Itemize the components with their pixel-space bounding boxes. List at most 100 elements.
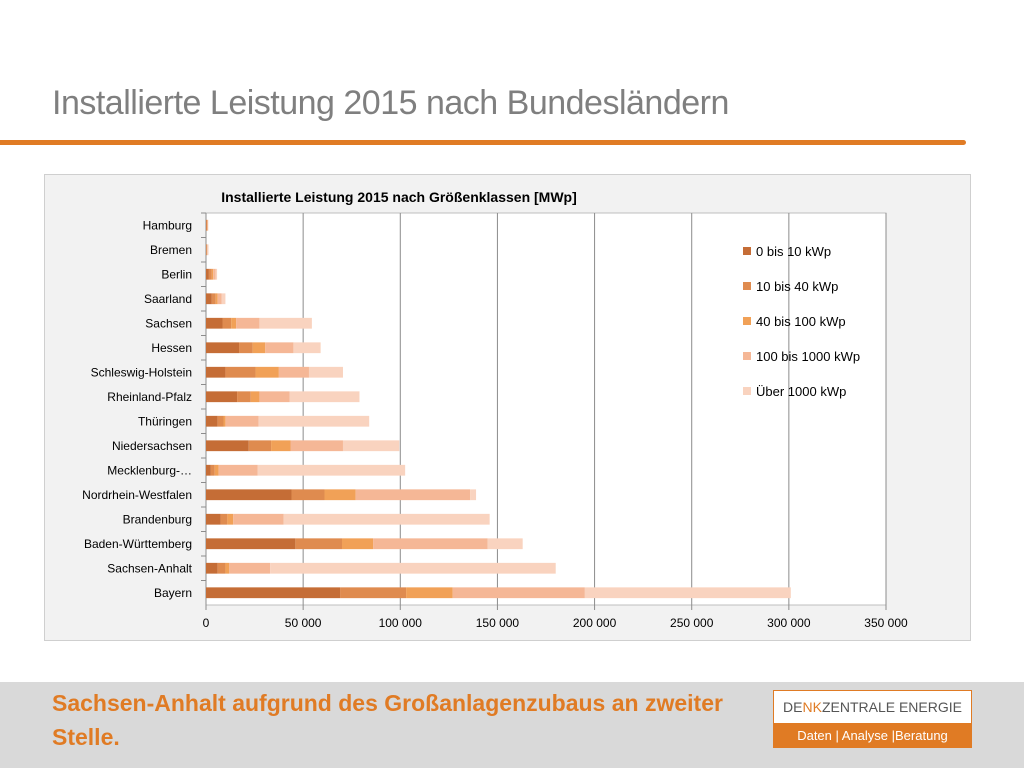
bar-segment (342, 538, 374, 550)
y-tick-label: Hessen (151, 341, 192, 355)
bar-segment (217, 562, 226, 574)
bar-segment (211, 293, 216, 305)
x-tick-label: 0 (203, 616, 210, 630)
legend-swatch (743, 282, 751, 290)
bar-segment (355, 489, 471, 501)
bar-segment (255, 366, 279, 378)
bar-segment (236, 317, 260, 329)
bar-segment (206, 489, 292, 501)
bar-segment (487, 538, 523, 550)
legend-label: 40 bis 100 kWp (756, 314, 846, 329)
bar-segment (291, 489, 325, 501)
bar-segment (324, 489, 356, 501)
brand-name: DENKZENTRALE ENERGIE (774, 691, 971, 723)
bar-segment (283, 513, 490, 525)
y-tick-label: Saarland (144, 292, 192, 306)
bar-segment (229, 562, 271, 574)
bar-segment (470, 489, 477, 501)
legend-label: 100 bis 1000 kWp (756, 349, 860, 364)
y-tick-label: Thüringen (138, 414, 192, 428)
bar-segment (206, 366, 226, 378)
bar-segment (233, 513, 284, 525)
bar-segment (206, 293, 212, 305)
y-tick-label: Baden-Württemberg (84, 537, 192, 551)
x-tick-label: 300 000 (767, 616, 811, 630)
bar-segment (293, 342, 321, 354)
x-tick-label: 200 000 (573, 616, 617, 630)
bar-segment (211, 268, 214, 280)
bar-segment (259, 391, 290, 403)
chart-container: Installierte Leistung 2015 nach Größenkl… (44, 174, 971, 641)
bar-segment (265, 342, 294, 354)
bar-segment (207, 244, 208, 256)
bar-segment (217, 293, 222, 305)
y-tick-label: Nordrhein-Westfalen (82, 488, 192, 502)
bar-segment (259, 317, 312, 329)
bar-segment (206, 513, 221, 525)
bar-segment (222, 317, 232, 329)
y-tick-label: Niedersachsen (112, 439, 192, 453)
y-tick-label: Bayern (154, 586, 192, 600)
brand-name-highlight: NK (802, 699, 822, 715)
bar-segment (289, 391, 360, 403)
bar-segment (221, 293, 226, 305)
bar-segment (206, 219, 208, 231)
bar-segment (250, 391, 260, 403)
legend-label: 10 bis 40 kWp (756, 279, 838, 294)
bar-segment (220, 513, 228, 525)
bar-segment (248, 440, 272, 452)
bar-segment (210, 464, 215, 476)
y-tick-label: Sachsen (145, 316, 192, 330)
bar-segment (258, 415, 370, 427)
bar-segment (340, 587, 407, 599)
bar-segment (406, 587, 453, 599)
bar-segment (206, 415, 218, 427)
title-underline (0, 140, 966, 145)
y-tick-label: Rheinland-Pfalz (107, 390, 192, 404)
y-tick-label: Brandenburg (123, 512, 192, 526)
bar-segment (225, 366, 256, 378)
legend-label: 0 bis 10 kWp (756, 244, 831, 259)
y-tick-label: Berlin (161, 267, 192, 281)
slide-title: Installierte Leistung 2015 nach Bundeslä… (52, 84, 729, 122)
conclusion-text: Sachsen-Anhalt aufgrund des Großanlagenz… (52, 690, 723, 750)
bar-segment (239, 342, 253, 354)
bar-segment (207, 244, 209, 256)
y-tick-label: Mecklenburg-… (107, 463, 192, 477)
brand-name-part2: ZENTRALE ENERGIE (821, 699, 962, 715)
bar-segment (271, 440, 291, 452)
bar-segment (206, 562, 218, 574)
brand-tagline: Daten | Analyse |Beratung (774, 723, 971, 748)
bar-segment (227, 513, 234, 525)
legend-swatch (743, 352, 751, 360)
legend-label: Über 1000 kWp (756, 384, 846, 399)
y-tick-label: Sachsen-Anhalt (107, 561, 192, 575)
bar-segment (270, 562, 556, 574)
bar-segment (452, 587, 585, 599)
legend-swatch (743, 247, 751, 255)
bar-segment (218, 464, 258, 476)
legend-swatch (743, 387, 751, 395)
bar-segment (231, 317, 237, 329)
bar-segment (290, 440, 343, 452)
bar-segment (342, 440, 400, 452)
bar-segment (584, 587, 791, 599)
x-tick-label: 250 000 (670, 616, 714, 630)
bar-segment (206, 587, 341, 599)
legend-swatch (743, 317, 751, 325)
bar-segment (373, 538, 488, 550)
bar-segment (217, 415, 224, 427)
bar-segment (206, 538, 296, 550)
x-tick-label: 150 000 (476, 616, 520, 630)
bar-segment (257, 464, 406, 476)
bar-segment (208, 268, 212, 280)
chart-title: Installierte Leistung 2015 nach Größenkl… (221, 189, 577, 205)
y-tick-label: Schleswig-Holstein (91, 365, 192, 379)
bar-segment (206, 440, 249, 452)
bar-segment (214, 464, 219, 476)
bar-segment (278, 366, 309, 378)
bar-segment (223, 415, 226, 427)
y-tick-label: Bremen (150, 243, 192, 257)
bar-segment (206, 317, 223, 329)
bar-segment (215, 268, 218, 280)
